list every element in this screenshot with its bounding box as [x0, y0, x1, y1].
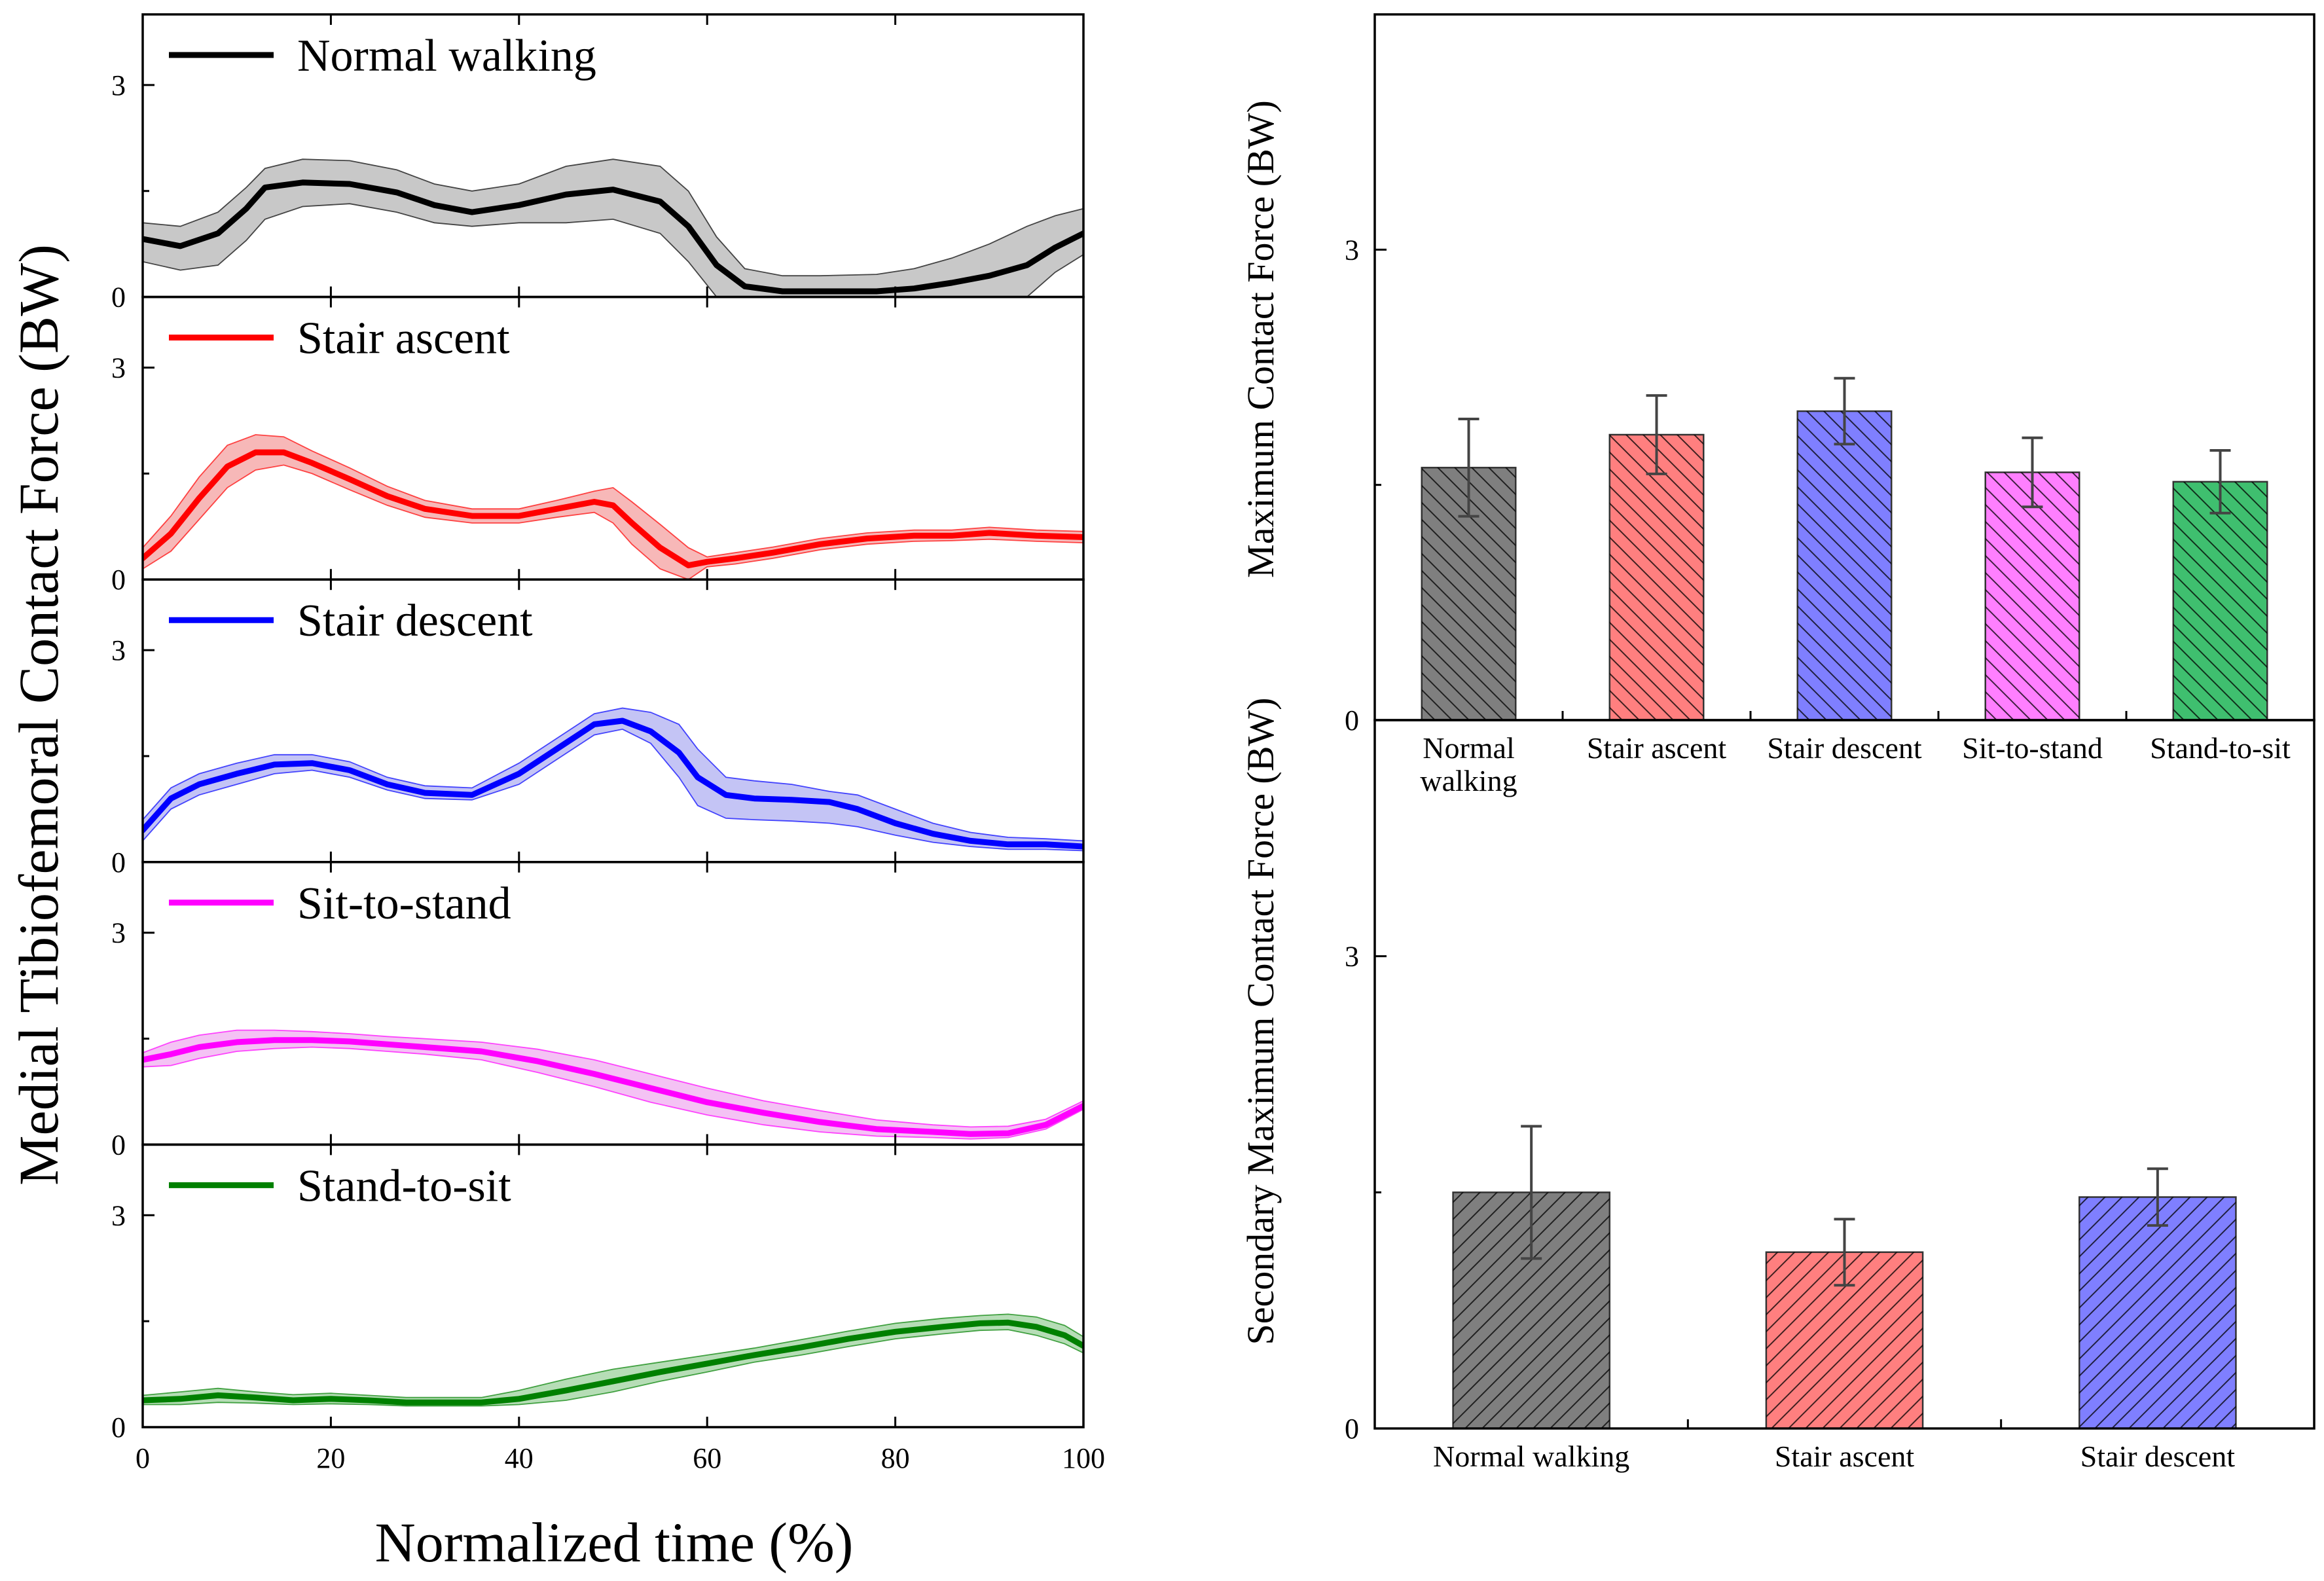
y-tick-label-normal-walking-0: 0 [111, 282, 126, 314]
bar-hatch-stair-descent [2079, 1197, 2236, 1428]
category-label-stair-descent: Stair descent [2080, 1440, 2236, 1473]
panel-stair-ascent: 0 3 Stair ascent [111, 295, 1085, 596]
bar-bottom-content-y-tick-label-3: 3 [1345, 941, 1359, 973]
y-tick-label-stand-to-sit-0: 0 [111, 1411, 126, 1444]
bar-hatch-stair-descent [1797, 411, 1892, 720]
bar-hatch-stand-to-sit [2173, 481, 2268, 720]
legend-label-stand-to-sit: Stand-to-sit [297, 1161, 511, 1211]
y-tick-label-stair-descent-0: 0 [111, 846, 126, 879]
legend-label-sit-to-stand: Sit-to-stand [297, 879, 511, 929]
left-y-axis-title: Medial Tibiofemoral Contact Force (BW) [7, 244, 70, 1186]
category-label-normal-walking: Normal walking [1433, 1440, 1629, 1473]
panel-sit-to-stand: 0 3 Sit-to-stand [111, 861, 1085, 1161]
bar-top-content-y-tick-label-3: 3 [1345, 234, 1359, 266]
legend-label-normal-walking: Normal walking [297, 31, 596, 81]
category-label-stair-ascent: Stair ascent [1587, 731, 1727, 765]
category-label-stair-ascent: Stair ascent [1775, 1440, 1915, 1473]
time-series-panels: 0 3 Normal walking 0 3 Stair ascent 0 3 Stair de… [111, 13, 1105, 1474]
top-bar-y-axis-title: Maximum Contact Force (BW) [1239, 100, 1282, 578]
mean-line-stair-descent [143, 718, 1083, 850]
mean-line-stand-to-sit [143, 1319, 1083, 1406]
category-label-stand-to-sit: Stand-to-sit [2150, 731, 2291, 765]
legend-label-stair-ascent: Stair ascent [297, 314, 510, 364]
bottom-bar-y-axis-title: Secondary Maximum Contact Force (BW) [1239, 698, 1282, 1345]
mean-line-normal-walking [143, 179, 1083, 295]
x-tick-label-20: 20 [316, 1442, 345, 1474]
x-tick-label-0: 0 [136, 1442, 150, 1474]
y-tick-label-stair-descent-3: 3 [111, 634, 126, 666]
category-label-sit-to-stand: Sit-to-stand [1962, 731, 2103, 765]
sd-band-sit-to-stand [143, 1029, 1083, 1140]
maximum-contact-force-bars: Normal walking Stair ascent Stair descent Si… [1345, 13, 2315, 797]
panel-normal-walking: 0 3 Normal walking [111, 13, 1085, 314]
y-tick-label-stair-ascent-3: 3 [111, 352, 126, 384]
y-tick-label-normal-walking-3: 3 [111, 69, 126, 101]
panel-stair-descent: 0 3 Stair descent [111, 578, 1085, 879]
category-label-stair-descent: Stair descent [1767, 731, 1922, 765]
bar-top-content-y-tick-label-0: 0 [1345, 704, 1359, 736]
mean-line-stair-ascent [143, 449, 1083, 569]
y-tick-label-stair-ascent-0: 0 [111, 564, 126, 596]
x-tick-label-80: 80 [881, 1442, 910, 1474]
category-label-normal-walking: Normal walking [1420, 731, 1517, 797]
sd-band-stair-descent [143, 707, 1083, 852]
y-tick-label-sit-to-stand-0: 0 [111, 1129, 126, 1161]
x-tick-label-100: 100 [1062, 1442, 1105, 1474]
panel-stand-to-sit: 0 3 Stand-to-sit [111, 1143, 1085, 1444]
sd-band-normal-walking [143, 158, 1083, 297]
bar-bottom-content-y-tick-label-0: 0 [1345, 1413, 1359, 1445]
mean-line-sit-to-stand [143, 1037, 1083, 1137]
x-tick-label-40: 40 [505, 1442, 534, 1474]
secondary-maximum-contact-force-bars: Normal walking Stair ascent Stair descent 0… [1345, 719, 2315, 1473]
y-tick-label-stand-to-sit-3: 3 [111, 1199, 126, 1231]
y-tick-label-sit-to-stand-3: 3 [111, 917, 126, 949]
maximum-contact-force-chart: Maximum Contact Force (BW) Normal walking… [1239, 13, 2315, 797]
x-tick-label-60: 60 [693, 1442, 721, 1474]
bar-hatch-sit-to-stand [1985, 472, 2080, 720]
panel-frame-sit-to-stand [141, 861, 1085, 1146]
bar-hatch-stair-ascent [1609, 435, 1704, 720]
bar-bottom-content-frame [1373, 719, 2315, 1430]
legend-label-stair-descent: Stair descent [297, 596, 533, 646]
panel-frame-stand-to-sit [141, 1143, 1085, 1428]
secondary-maximum-contact-force-chart: Secondary Maximum Contact Force (BW) Nor… [1239, 698, 2315, 1473]
panel-frame-normal-walking [141, 13, 1085, 299]
left-x-axis-title: Normalized time (%) [375, 1511, 854, 1574]
time-series-chart: Medial Tibiofemoral Contact Force (BW) N… [7, 13, 1105, 1574]
